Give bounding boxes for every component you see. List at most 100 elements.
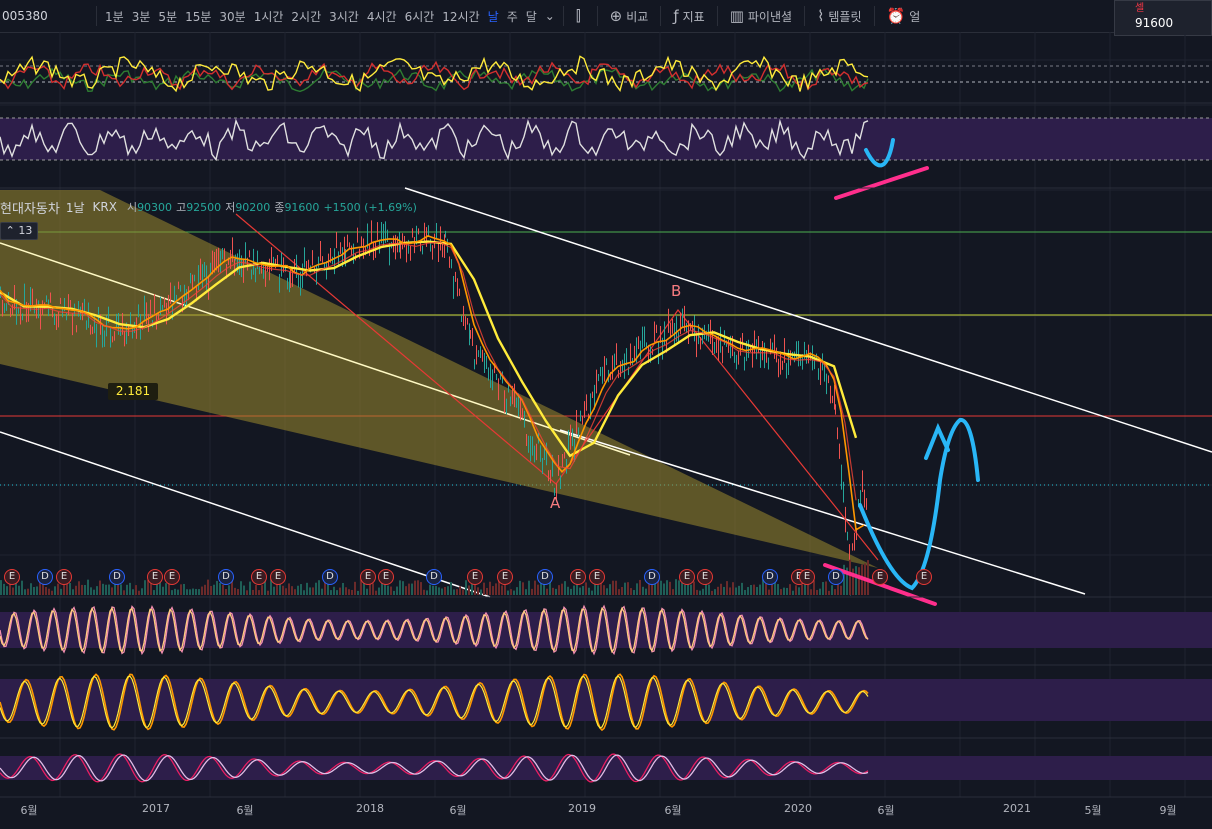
volume-bar: [810, 589, 812, 595]
volume-bar: [297, 585, 299, 595]
volume-bar: [24, 589, 26, 595]
volume-bar: [612, 580, 614, 595]
timeframe-12[interactable]: 주: [506, 9, 518, 24]
timeframe-dropdown-chevron-icon[interactable]: ⌄: [544, 9, 555, 23]
earnings-marker[interactable]: E: [872, 569, 888, 585]
volume-bar: [753, 584, 755, 595]
timeframe-1[interactable]: 3분: [131, 9, 151, 24]
volume-bar: [762, 579, 764, 595]
volume-bar: [774, 579, 776, 595]
dividend-marker[interactable]: D: [426, 569, 442, 585]
volume-bar: [360, 579, 362, 595]
volume-bar: [573, 585, 575, 595]
volume-bar: [300, 584, 302, 595]
plus-circle-icon: ⊕: [609, 7, 623, 25]
legend-symbol-name[interactable]: 현대자동차: [0, 201, 60, 217]
earnings-marker[interactable]: E: [679, 569, 695, 585]
earnings-marker[interactable]: E: [467, 569, 483, 585]
volume-bar: [564, 581, 566, 595]
price-badge[interactable]: 셀 91600: [1114, 0, 1212, 36]
x-tick-label: 6월: [449, 804, 467, 817]
volume-bar: [624, 582, 626, 595]
volume-bar: [369, 584, 371, 595]
earnings-marker[interactable]: E: [589, 569, 605, 585]
templates-button[interactable]: ⌇ 템플릿: [809, 7, 869, 25]
earnings-marker[interactable]: E: [378, 569, 394, 585]
alert-label: 얼: [909, 9, 921, 24]
chart-canvas[interactable]: [0, 32, 1212, 829]
dividend-marker[interactable]: D: [644, 569, 660, 585]
financials-label: 파이낸셜: [747, 9, 793, 24]
volume-bar: [450, 582, 452, 595]
volume-bar: [261, 585, 263, 595]
timeframe-6[interactable]: 2시간: [291, 9, 322, 24]
volume-bar: [240, 581, 242, 595]
earnings-marker[interactable]: E: [697, 569, 713, 585]
timeframe-4[interactable]: 30분: [219, 9, 246, 24]
timeframe-11[interactable]: 날: [487, 9, 499, 24]
timeframe-8[interactable]: 4시간: [366, 9, 397, 24]
volume-bar: [852, 568, 854, 595]
earnings-marker[interactable]: E: [4, 569, 20, 585]
volume-bar: [582, 586, 584, 595]
templates-label: 템플릿: [828, 9, 862, 24]
volume-bar: [27, 588, 29, 595]
earnings-marker[interactable]: E: [251, 569, 267, 585]
volume-bar: [273, 586, 275, 595]
timeframe-0[interactable]: 1분: [105, 9, 124, 24]
earnings-marker[interactable]: E: [799, 569, 815, 585]
x-tick-label: 9월: [1159, 804, 1177, 817]
dividend-marker[interactable]: D: [322, 569, 338, 585]
dividend-marker[interactable]: D: [109, 569, 125, 585]
timeframe-13[interactable]: 달: [525, 9, 537, 24]
volume-bar: [126, 584, 128, 595]
volume-bar: [714, 589, 716, 595]
volume-bar: [588, 587, 590, 595]
volume-bar: [195, 588, 197, 595]
earnings-marker[interactable]: E: [360, 569, 376, 585]
alert-button[interactable]: ⏰ 얼: [879, 7, 929, 25]
timeframe-5[interactable]: 1시간: [253, 9, 284, 24]
earnings-marker[interactable]: E: [164, 569, 180, 585]
timeframe-2[interactable]: 5분: [158, 9, 178, 24]
earnings-marker[interactable]: E: [147, 569, 163, 585]
volume-bar: [357, 590, 359, 595]
volume-bar: [558, 585, 560, 595]
financials-button[interactable]: ▥ 파이낸셜: [722, 7, 800, 25]
earnings-marker[interactable]: E: [916, 569, 932, 585]
earnings-marker[interactable]: E: [497, 569, 513, 585]
indicators-button[interactable]: ƒ 지표: [665, 7, 712, 25]
volume-bar: [822, 582, 824, 595]
earnings-marker[interactable]: E: [270, 569, 286, 585]
panel6-line-white: [0, 754, 869, 782]
volume-bar: [531, 588, 533, 595]
timeframe-7[interactable]: 3시간: [329, 9, 359, 24]
earnings-marker[interactable]: E: [570, 569, 586, 585]
volume-bar: [237, 589, 239, 595]
volume-bar: [717, 586, 719, 595]
volume-bar: [96, 586, 98, 595]
volume-bar: [795, 585, 797, 595]
volume-bar: [741, 582, 743, 595]
compare-button[interactable]: ⊕ 비교: [602, 7, 657, 25]
dividend-marker[interactable]: D: [537, 569, 553, 585]
volume-bar: [234, 587, 236, 595]
volume-bar: [627, 582, 629, 595]
panel1-red-line: [0, 60, 869, 91]
symbol-label[interactable]: 005380: [2, 9, 48, 23]
timeframe-3[interactable]: 15분: [185, 9, 212, 24]
dividend-marker[interactable]: D: [218, 569, 234, 585]
chart-type-button[interactable]: ⫿: [568, 7, 593, 25]
volume-bar: [144, 580, 146, 595]
indicators-collapse-button[interactable]: ⌃ 13: [0, 222, 38, 240]
timeframe-10[interactable]: 12시간: [442, 9, 480, 24]
dividend-marker[interactable]: D: [37, 569, 53, 585]
dividend-marker[interactable]: D: [828, 569, 844, 585]
forecast-path: [858, 418, 980, 591]
legend-timeframe: 1날: [65, 200, 85, 215]
dividend-marker[interactable]: D: [762, 569, 778, 585]
earnings-marker[interactable]: E: [56, 569, 72, 585]
volume-bar: [174, 588, 176, 595]
timeframe-9[interactable]: 6시간: [404, 9, 435, 24]
volume-bar: [249, 581, 251, 595]
